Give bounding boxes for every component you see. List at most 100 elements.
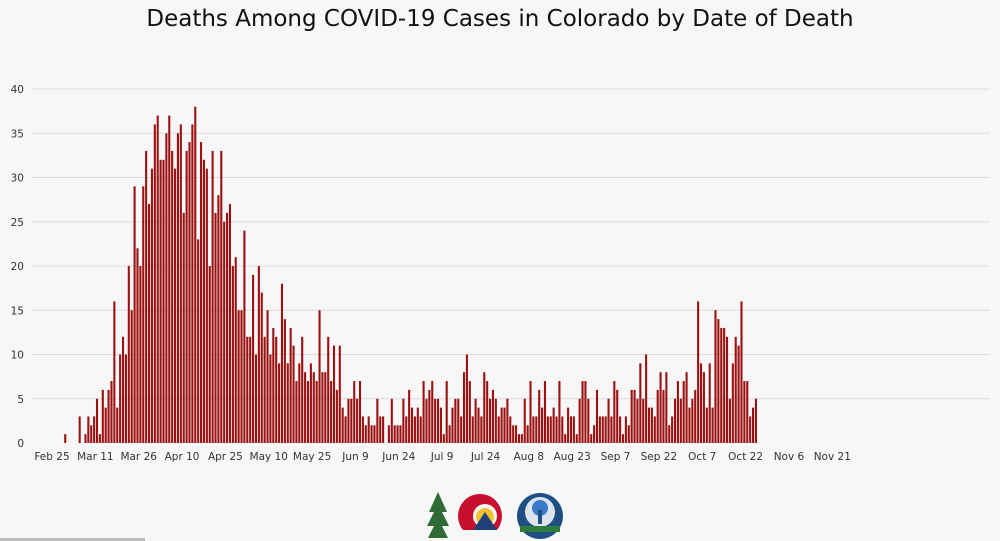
bar — [743, 381, 746, 443]
bar — [717, 319, 720, 443]
bar — [260, 292, 263, 443]
bar — [64, 434, 67, 443]
bar — [249, 336, 252, 443]
bar — [104, 407, 107, 443]
bar — [546, 416, 549, 443]
bar — [226, 212, 229, 443]
bar — [578, 398, 581, 443]
x-axis-ticks: Feb 25 Mar 11 Mar 26 Apr 10 Apr 25 May 10 May … — [34, 451, 851, 463]
bar — [361, 416, 364, 443]
bar — [549, 416, 552, 443]
bar — [506, 398, 509, 443]
bar — [460, 416, 463, 443]
bar — [283, 319, 286, 443]
bar — [153, 124, 156, 444]
bar — [292, 345, 295, 443]
bar — [410, 407, 414, 443]
x-tick-label: Oct 22 — [728, 451, 763, 463]
bar — [567, 407, 570, 443]
x-tick-label: Apr 10 — [165, 451, 200, 463]
bar — [191, 124, 194, 444]
bar — [720, 327, 723, 443]
bar — [471, 416, 474, 443]
bar — [633, 389, 636, 443]
bar — [220, 150, 223, 443]
x-tick-label: Sep 7 — [601, 451, 631, 463]
bar — [538, 389, 541, 443]
bar — [662, 389, 665, 443]
bar — [439, 407, 442, 443]
bar — [286, 363, 289, 443]
bar — [486, 381, 489, 443]
bar — [737, 345, 740, 443]
x-tick-label: May 25 — [293, 451, 331, 463]
bar — [254, 354, 258, 443]
bar — [558, 381, 561, 443]
bar — [301, 336, 304, 443]
bar — [653, 416, 656, 443]
bar — [217, 195, 220, 443]
y-tick-label: 0 — [17, 438, 24, 450]
bar — [752, 407, 755, 443]
y-tick-label: 15 — [11, 305, 24, 317]
bar — [234, 257, 237, 443]
bar — [711, 407, 714, 443]
bar — [344, 416, 347, 443]
bar — [84, 434, 87, 443]
y-tick-label: 40 — [11, 84, 24, 96]
bar — [697, 301, 700, 443]
bar — [454, 398, 457, 443]
x-tick-label: Feb 25 — [34, 451, 69, 463]
bar — [416, 407, 419, 443]
bar — [422, 381, 425, 443]
bar — [188, 142, 191, 443]
x-tick-label: Nov 21 — [814, 451, 851, 463]
bar — [520, 434, 523, 443]
bar — [431, 381, 434, 443]
bar — [280, 283, 284, 443]
bar — [682, 381, 685, 443]
bar — [642, 398, 645, 443]
bar — [93, 416, 96, 443]
bar — [702, 372, 705, 443]
bar — [185, 150, 188, 443]
bar — [749, 416, 752, 443]
bar — [142, 186, 145, 443]
bar — [98, 434, 101, 443]
bar — [627, 425, 630, 443]
bar — [350, 398, 353, 443]
bar — [494, 398, 497, 443]
bar — [512, 425, 515, 443]
bar — [202, 159, 205, 444]
bar — [734, 336, 737, 443]
bar — [671, 416, 674, 443]
bar — [673, 398, 677, 443]
bar — [168, 115, 171, 444]
footer-logos — [427, 492, 563, 540]
bar — [90, 425, 93, 443]
bar — [500, 407, 503, 443]
bar — [419, 416, 422, 443]
bar — [402, 398, 405, 443]
bar — [275, 336, 278, 443]
bar — [489, 398, 492, 443]
bar — [535, 416, 538, 443]
bar — [387, 425, 390, 443]
bar — [379, 416, 382, 443]
bar — [338, 345, 341, 443]
bar — [208, 266, 211, 443]
bar — [347, 398, 350, 443]
bar — [367, 416, 370, 443]
bar — [451, 407, 454, 443]
bar — [581, 381, 584, 443]
bar — [315, 381, 318, 443]
bar — [723, 327, 726, 443]
bar — [127, 266, 130, 443]
bar — [474, 398, 477, 443]
x-tick-label: Jul 24 — [470, 451, 501, 463]
bar — [408, 389, 411, 443]
bar — [136, 248, 139, 443]
bar — [616, 389, 619, 443]
bar — [621, 434, 625, 443]
